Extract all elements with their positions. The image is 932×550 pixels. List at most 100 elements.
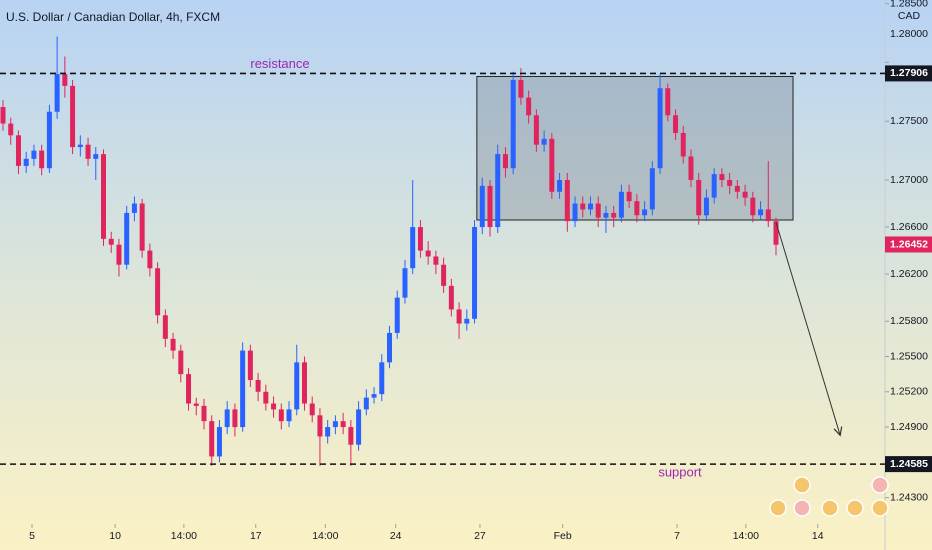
x-tick-label: 7 (674, 530, 680, 542)
forecast-arrow (775, 222, 840, 435)
candle-body (271, 403, 277, 410)
candle-body (387, 332, 393, 363)
candle-body (70, 85, 76, 148)
candle-body (765, 209, 771, 222)
candle-body (116, 244, 122, 265)
candle-body (39, 150, 45, 169)
candle-body (703, 197, 709, 216)
x-tick-label: Feb (554, 530, 572, 542)
last-price-label: 1.26452 (890, 238, 928, 250)
candle-body (719, 174, 725, 180)
candle-body (0, 107, 6, 124)
price-label-bg (885, 456, 932, 473)
event-icons (769, 476, 889, 517)
candle-body (603, 212, 609, 218)
candle-body (688, 156, 694, 180)
x-tick-label: 17 (250, 530, 262, 542)
candle-body (734, 185, 740, 192)
candle-body (186, 374, 192, 404)
candle-body (232, 409, 238, 428)
candle-body (348, 427, 354, 445)
candle-body (665, 88, 671, 116)
candle-body (402, 268, 408, 298)
candle-body (54, 74, 60, 112)
candle-body (742, 191, 748, 198)
level-annotation: resistance (250, 56, 309, 71)
y-tick-label: 1.27000 (890, 174, 928, 186)
y-tick-label: 1.24300 (890, 491, 928, 503)
candle-body (247, 350, 253, 380)
candle-body (680, 132, 686, 157)
x-tick-label: 14 (812, 530, 824, 542)
y-tick-label: 1.25200 (890, 386, 928, 398)
candle-body (85, 144, 91, 159)
candle-body (696, 180, 702, 216)
y-tick-label: 1.26600 (890, 221, 928, 233)
y-tick-label: 1.25500 (890, 350, 928, 362)
y-tick-label: 1.28500 (890, 0, 928, 9)
y-tick-label: 1.28000 (890, 28, 928, 40)
candle-body (557, 180, 563, 192)
candle-body (502, 154, 508, 169)
candle-body (541, 138, 547, 145)
event-icon (846, 499, 864, 517)
event-icon (793, 499, 811, 517)
candle-body (325, 427, 331, 437)
candle-body (425, 250, 431, 257)
candle-body (62, 74, 68, 86)
candle-body (611, 212, 617, 218)
candle-body (673, 115, 679, 133)
price-label: 1.27906 (890, 67, 928, 79)
candle-body (595, 203, 601, 218)
candle-body (301, 362, 307, 404)
candle-body (263, 391, 269, 404)
candle-body (510, 80, 516, 169)
candle-body (124, 212, 130, 265)
candle-body (209, 421, 215, 457)
candle-body (533, 115, 539, 145)
candle-body (634, 201, 640, 216)
candle-body (101, 154, 107, 239)
candle-body (580, 203, 586, 210)
last-price-bg (885, 236, 932, 253)
candle-body (479, 185, 485, 228)
candle-body (417, 227, 423, 251)
candle-body (410, 227, 416, 269)
level-annotation: support (658, 465, 702, 480)
candle-body (15, 135, 21, 166)
candle-body (201, 405, 207, 422)
price-label-bg (885, 65, 932, 82)
candle-body (193, 403, 199, 406)
candle-body (626, 191, 632, 202)
candle-body (727, 180, 733, 186)
candle-body (572, 203, 578, 222)
candle-body (155, 268, 161, 316)
candle-body (8, 123, 14, 136)
candle-body (394, 297, 400, 333)
event-icon (793, 476, 811, 494)
candle-body (278, 409, 284, 422)
event-icon (821, 499, 839, 517)
candle-body (286, 409, 292, 422)
candle-body (255, 380, 261, 392)
candle-body (433, 256, 439, 265)
candle-body (379, 362, 385, 395)
candle-body (77, 144, 83, 148)
candle-body (139, 203, 145, 251)
price-label: 1.24585 (890, 458, 928, 470)
candle-body (23, 158, 29, 166)
candle-body (240, 350, 246, 428)
candle-body (495, 154, 501, 228)
plot-area (0, 3, 889, 528)
y-tick-label: 1.25800 (890, 315, 928, 327)
chart-title: U.S. Dollar / Canadian Dollar, 4h, FXCM (6, 10, 220, 24)
candle-body (773, 221, 779, 245)
candle-body (441, 264, 447, 286)
candle-body (587, 203, 593, 210)
candle-body (371, 394, 377, 398)
candle-body (649, 168, 655, 210)
x-tick-label: 14:00 (312, 530, 338, 542)
event-icon (769, 499, 787, 517)
x-tick-label: 14:00 (171, 530, 197, 542)
